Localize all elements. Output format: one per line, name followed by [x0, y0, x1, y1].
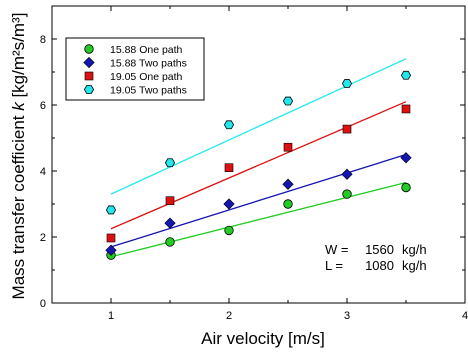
y-axis-label-variable: k	[9, 101, 28, 111]
point-series-2	[223, 198, 235, 210]
y-tick-label: 2	[40, 232, 46, 244]
point-series-1	[283, 199, 293, 209]
point-series-4	[105, 205, 117, 215]
point-series-1	[401, 182, 411, 193]
fit-line-series-1	[110, 181, 407, 258]
point-series-4	[164, 158, 176, 168]
y-tick-label: 4	[40, 166, 46, 178]
y-tick-label: 6	[40, 100, 46, 112]
point-series-3	[401, 104, 411, 114]
condition-label: W =	[325, 242, 348, 257]
point-series-4	[400, 70, 412, 80]
plot-frame	[51, 5, 466, 304]
y-tick-label: 0	[40, 298, 46, 310]
condition-value: 1080	[365, 258, 394, 273]
point-series-1	[342, 189, 352, 199]
data-points	[105, 70, 412, 260]
point-series-2	[400, 152, 412, 164]
x-tick-label: 2	[226, 310, 232, 322]
x-tick-label: 4	[462, 310, 468, 322]
x-tick-label: 1	[108, 310, 114, 322]
point-series-1	[224, 225, 234, 236]
legend-label-1: 15.88 One path	[110, 44, 183, 56]
fit-line-series-2	[110, 153, 407, 248]
legend-label-4: 19.05 Two paths	[110, 85, 187, 97]
y-axis-label-prefix: Mass transfer coefficient	[9, 111, 28, 300]
condition-value: 1560	[365, 242, 394, 257]
point-series-2	[282, 178, 294, 190]
y-tick-label: 8	[40, 34, 46, 46]
condition-unit: kg/h	[402, 242, 427, 257]
fit-lines	[110, 58, 407, 258]
point-series-2	[105, 244, 117, 256]
fit-line-series-4	[110, 58, 407, 195]
point-series-3	[342, 124, 352, 134]
point-series-1	[165, 237, 175, 247]
point-series-3	[283, 142, 293, 152]
plot-axes	[51, 5, 466, 304]
legend-label-3: 19.05 One path	[110, 71, 183, 83]
y-axis-label-unit: [kg/m²s/m³]	[9, 13, 28, 103]
point-series-4	[282, 96, 294, 106]
legend-marker-1	[84, 44, 94, 54]
legend-marker-2	[83, 56, 95, 69]
y-axis-label: Mass transfer coefficient k [kg/m²s/m³]	[9, 13, 28, 300]
point-series-3	[165, 196, 175, 205]
legend-marker-3	[84, 71, 94, 81]
operating-conditions: W = 1560 kg/h L = 1080 kg/h	[325, 242, 427, 273]
fit-line-series-3	[110, 101, 407, 230]
point-series-4	[341, 79, 353, 88]
x-axis-label: Air velocity [m/s]	[201, 329, 325, 348]
point-series-4	[223, 120, 235, 130]
condition-unit: kg/h	[402, 258, 427, 273]
legend-label-2: 15.88 Two paths	[110, 58, 187, 70]
point-series-3	[106, 233, 116, 243]
axis-ticks: 1 2 3 4 0 2 4 6 8	[40, 6, 468, 322]
legend-marker-4	[83, 85, 95, 94]
point-series-2	[341, 168, 353, 180]
condition-label: L =	[325, 258, 343, 273]
point-series-2	[164, 217, 176, 229]
point-series-3	[224, 163, 234, 172]
x-tick-label: 3	[344, 310, 350, 322]
